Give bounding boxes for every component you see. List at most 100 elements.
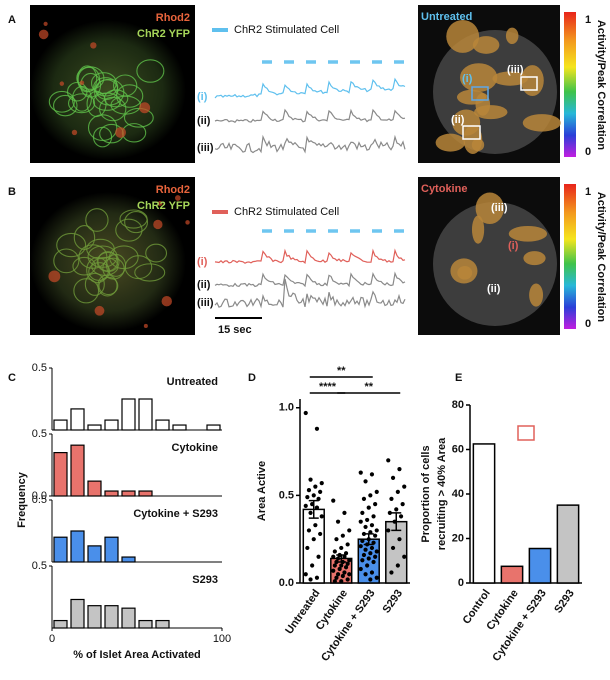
- cell-outline: [145, 243, 168, 263]
- cell-outline: [88, 262, 111, 281]
- data-point: [389, 570, 394, 575]
- trace: [214, 248, 406, 265]
- hist-bar: [121, 607, 136, 629]
- data-point: [314, 575, 320, 580]
- data-point: [402, 554, 407, 559]
- data-point: [335, 519, 341, 524]
- rhod-spot: [48, 270, 61, 283]
- roi-label: (i): [462, 73, 473, 85]
- cell-outline: [67, 93, 96, 114]
- rhod-spot: [185, 220, 190, 225]
- data-point: [339, 545, 344, 551]
- y-tick-label: 0.0: [32, 490, 47, 502]
- rhod-spot: [161, 295, 172, 307]
- cell-outline: [92, 126, 113, 148]
- cell-outline: [103, 89, 129, 108]
- trace-label: (iii): [197, 297, 214, 309]
- error-bar: [308, 499, 319, 519]
- data-point: [371, 514, 376, 519]
- hist-bar: [155, 619, 170, 629]
- data-point: [395, 563, 400, 568]
- hist-title: S293: [192, 574, 218, 586]
- cell-outline: [105, 253, 127, 277]
- rhod-spot: [38, 29, 49, 40]
- data-point: [374, 575, 379, 580]
- colorbar-min: 0: [585, 146, 591, 158]
- y-axis-title: Frequency: [16, 471, 28, 528]
- roi-box: [499, 464, 517, 479]
- y-tick-label: 0.5: [279, 489, 294, 501]
- data-point: [345, 542, 350, 547]
- x-tick-label: S293: [552, 588, 577, 616]
- image-label: ChR2 YFP: [137, 28, 190, 40]
- image-label: Rhod2: [156, 184, 190, 196]
- map-blob: [446, 19, 480, 53]
- data-point: [395, 489, 400, 494]
- data-point: [389, 496, 394, 501]
- hist-bar: [155, 419, 170, 431]
- trace: [214, 134, 406, 154]
- data-point: [319, 514, 324, 519]
- data-point: [374, 528, 379, 533]
- trace-label: (iii): [197, 142, 214, 154]
- roi-label: (iii): [507, 64, 524, 76]
- data-point: [311, 493, 316, 498]
- cell-outline: [115, 218, 143, 242]
- trace: [214, 278, 406, 309]
- map-blob: [459, 63, 498, 92]
- data-point: [373, 502, 378, 507]
- data-point: [363, 479, 368, 484]
- hist-bar: [206, 424, 221, 431]
- hist-bar: [121, 556, 136, 563]
- bar: [528, 547, 552, 584]
- roi-label: (iii): [491, 202, 508, 214]
- data-point: [308, 510, 313, 516]
- data-point: [347, 572, 352, 577]
- map-blob: [471, 138, 485, 152]
- map-title: Untreated: [421, 11, 472, 23]
- data-point: [360, 538, 365, 544]
- hist-bar: [87, 545, 102, 563]
- y-tick-label: 20: [452, 532, 464, 544]
- data-point: [361, 552, 367, 558]
- panel-label: C: [8, 372, 16, 384]
- trace-label: (ii): [197, 115, 211, 127]
- y-axis-title: Proportion of cells: [420, 445, 432, 542]
- x-tick-label: S293: [381, 588, 406, 616]
- x-axis-title: % of Islet Area Activated: [73, 649, 201, 661]
- cell-outline: [123, 107, 154, 128]
- data-point: [386, 458, 391, 463]
- panel-label: E: [455, 372, 462, 384]
- hist-bar: [104, 536, 119, 563]
- hist-bar: [104, 419, 119, 431]
- data-point: [316, 554, 321, 559]
- cell-outline: [87, 245, 118, 268]
- colorbar-title: Activity/Peak Correlation: [595, 20, 607, 150]
- colorbar-title: Activity/Peak Correlation: [595, 192, 607, 322]
- cell-outline: [77, 65, 98, 93]
- data-point: [305, 545, 310, 551]
- hist-bar: [53, 419, 68, 431]
- error-bar: [363, 533, 374, 546]
- rhod-spot: [175, 195, 181, 201]
- roi-box: [507, 383, 525, 397]
- rhod-spot: [59, 81, 65, 86]
- data-point: [390, 475, 396, 480]
- data-point: [366, 556, 371, 561]
- y-tick-label: 40: [452, 488, 464, 500]
- data-point: [340, 533, 345, 538]
- data-point: [339, 579, 344, 584]
- hist-bar: [172, 424, 187, 431]
- significance-label: ****: [319, 381, 337, 393]
- data-point: [374, 549, 379, 554]
- x-tick-label: Untreated: [283, 588, 322, 637]
- data-point: [308, 477, 313, 482]
- data-point: [386, 528, 391, 533]
- trace-label: (i): [197, 256, 208, 268]
- cell-outline: [136, 59, 165, 83]
- data-point: [342, 570, 347, 575]
- data-point: [311, 537, 316, 542]
- map-blob: [492, 71, 528, 86]
- significance-label: **: [337, 365, 346, 377]
